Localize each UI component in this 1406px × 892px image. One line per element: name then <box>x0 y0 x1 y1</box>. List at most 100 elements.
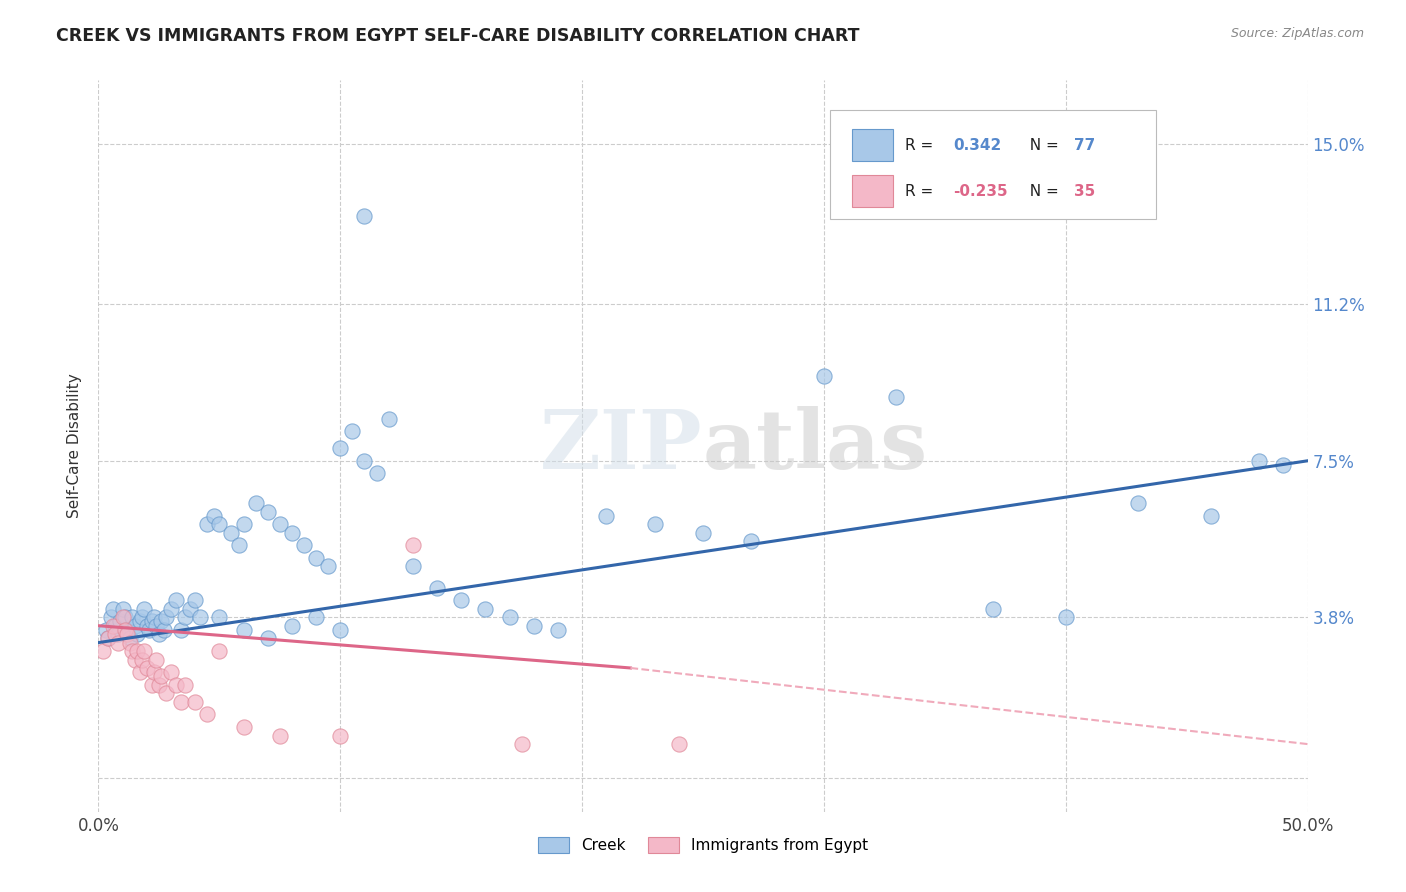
Point <box>305 610 328 624</box>
Point <box>886 390 908 404</box>
Point <box>1249 454 1271 468</box>
Point <box>377 411 399 425</box>
Point <box>329 729 352 743</box>
Point <box>117 623 139 637</box>
Point <box>101 601 124 615</box>
Point <box>155 686 177 700</box>
FancyBboxPatch shape <box>852 129 893 161</box>
Text: R =: R = <box>905 138 938 153</box>
Point <box>101 618 124 632</box>
Point <box>143 665 166 680</box>
Point <box>114 610 136 624</box>
Text: R =: R = <box>905 184 938 199</box>
Point <box>195 517 218 532</box>
Point <box>595 508 617 523</box>
Point <box>184 695 207 709</box>
Point <box>111 601 134 615</box>
Point <box>152 623 174 637</box>
Legend: Creek, Immigrants from Egypt: Creek, Immigrants from Egypt <box>531 830 875 859</box>
Point <box>121 610 143 624</box>
Point <box>108 615 131 629</box>
Point <box>450 593 472 607</box>
Point <box>135 618 157 632</box>
Point <box>269 517 291 532</box>
Point <box>498 610 520 624</box>
Point <box>329 623 352 637</box>
Point <box>150 669 173 683</box>
Text: CREEK VS IMMIGRANTS FROM EGYPT SELF-CARE DISABILITY CORRELATION CHART: CREEK VS IMMIGRANTS FROM EGYPT SELF-CARE… <box>56 27 859 45</box>
Point <box>692 525 714 540</box>
Point <box>124 618 146 632</box>
Point <box>141 678 163 692</box>
Point <box>269 729 291 743</box>
Point <box>107 627 129 641</box>
Point <box>426 581 449 595</box>
Point <box>121 644 143 658</box>
Point <box>208 644 231 658</box>
Point <box>668 737 690 751</box>
Point <box>1128 496 1150 510</box>
Point <box>188 610 211 624</box>
Text: Source: ZipAtlas.com: Source: ZipAtlas.com <box>1230 27 1364 40</box>
Point <box>143 610 166 624</box>
Point <box>1199 508 1222 523</box>
Point <box>256 632 278 646</box>
Point <box>174 610 197 624</box>
Point <box>547 623 569 637</box>
Point <box>179 601 201 615</box>
Point <box>134 601 156 615</box>
Point <box>208 610 231 624</box>
Text: atlas: atlas <box>703 406 928 486</box>
Point <box>104 618 127 632</box>
Point <box>128 665 150 680</box>
Point <box>740 534 762 549</box>
Point <box>281 525 304 540</box>
Point <box>169 623 191 637</box>
Point <box>523 618 546 632</box>
Point <box>118 632 141 646</box>
Point <box>145 652 167 666</box>
Y-axis label: Self-Care Disability: Self-Care Disability <box>67 374 83 518</box>
Point <box>100 610 122 624</box>
Point <box>221 525 243 540</box>
Point <box>160 601 183 615</box>
Point <box>91 644 114 658</box>
Point <box>148 627 170 641</box>
Point <box>135 661 157 675</box>
Point <box>94 623 117 637</box>
Point <box>107 635 129 649</box>
Text: 0.342: 0.342 <box>953 138 1001 153</box>
Point <box>305 551 328 566</box>
Point <box>138 623 160 637</box>
Point <box>155 610 177 624</box>
Point <box>111 610 134 624</box>
Point <box>131 610 153 624</box>
Point <box>281 618 304 632</box>
Point <box>510 737 533 751</box>
Point <box>165 593 187 607</box>
Point <box>150 615 173 629</box>
Point <box>1272 458 1295 472</box>
FancyBboxPatch shape <box>830 110 1157 219</box>
Point <box>329 441 352 455</box>
Point <box>104 627 127 641</box>
Point <box>402 559 425 574</box>
Point <box>1054 610 1077 624</box>
Point <box>228 538 250 552</box>
Text: 35: 35 <box>1074 184 1095 199</box>
Point <box>644 517 666 532</box>
Point <box>169 695 191 709</box>
Point <box>292 538 315 552</box>
Text: N =: N = <box>1019 138 1063 153</box>
Point <box>184 593 207 607</box>
Point <box>402 538 425 552</box>
Point <box>316 559 339 574</box>
Point <box>174 678 197 692</box>
Point <box>114 623 136 637</box>
Point <box>128 615 150 629</box>
Point <box>97 632 120 646</box>
Point <box>353 209 375 223</box>
Point <box>127 644 149 658</box>
Point <box>232 517 254 532</box>
Point <box>245 496 267 510</box>
